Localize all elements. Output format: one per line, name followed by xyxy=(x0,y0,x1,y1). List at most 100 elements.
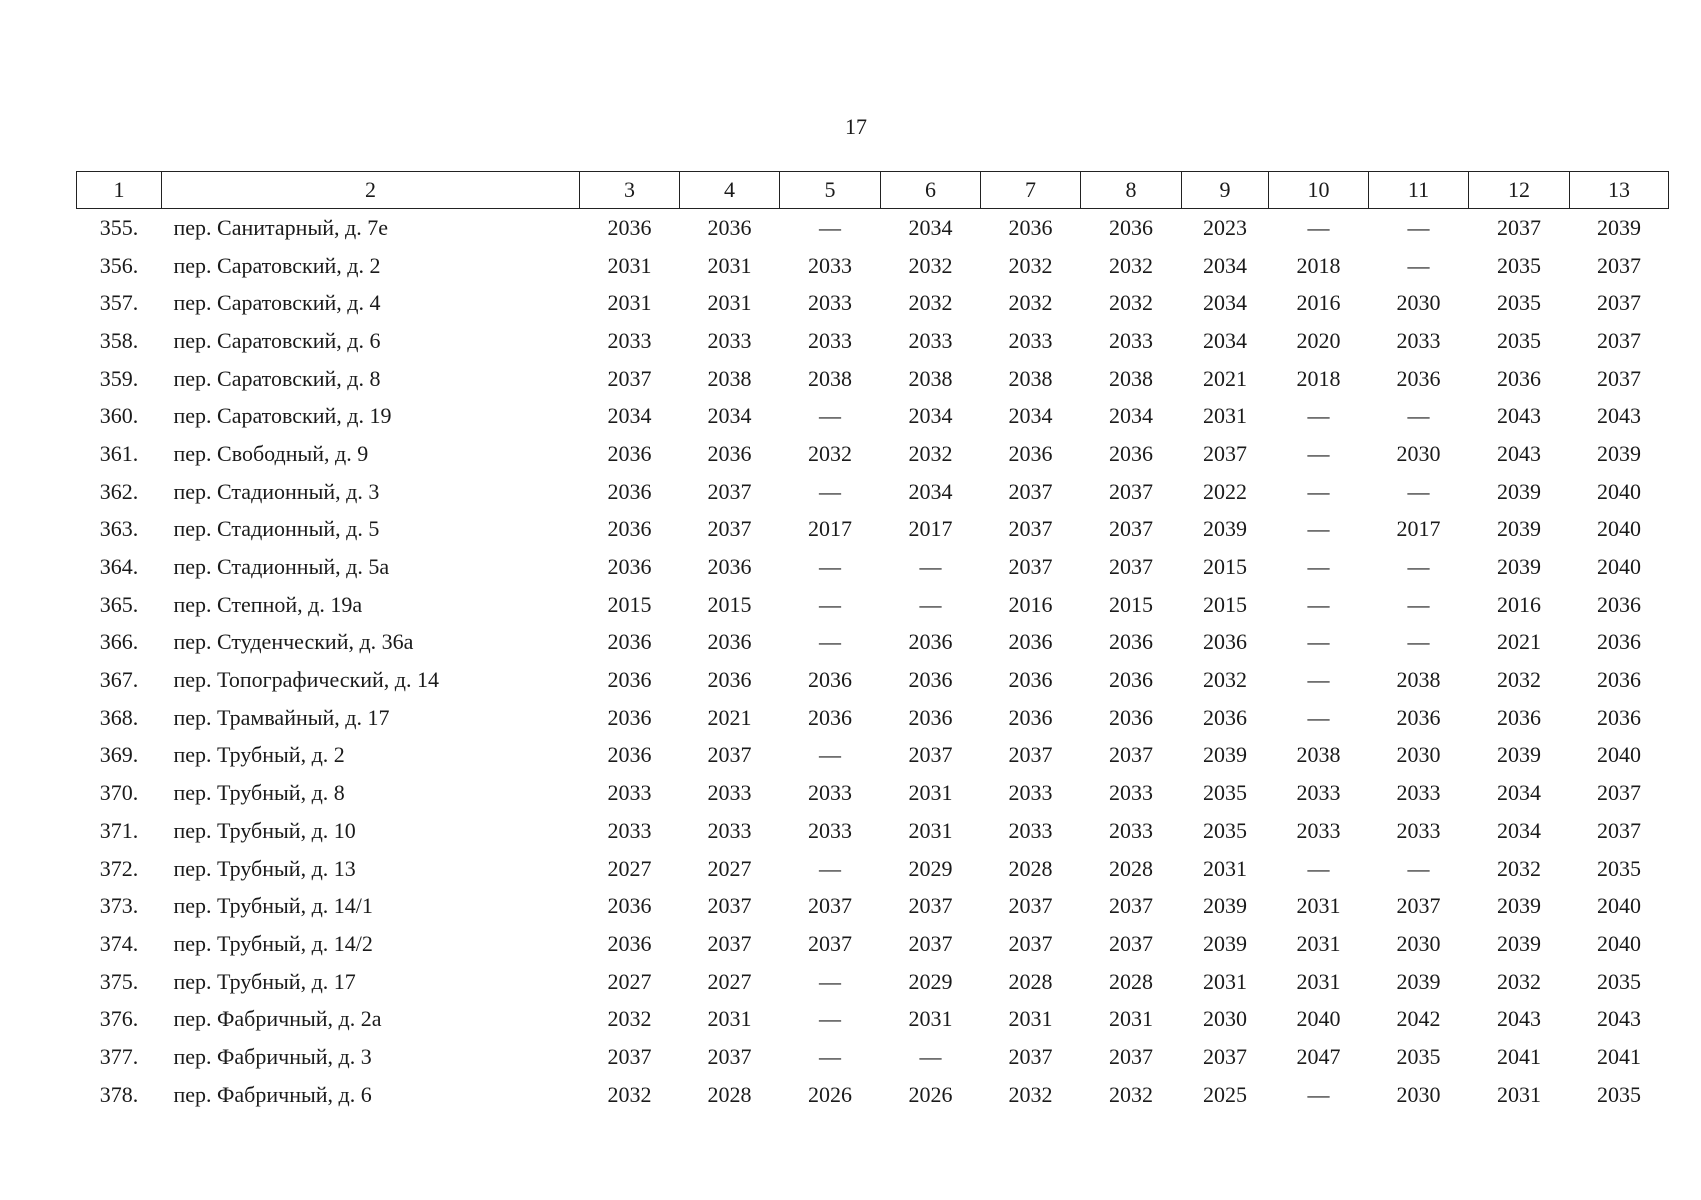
address: пер. Студенческий, д. 36а xyxy=(173,629,414,655)
year-cell: 2036 xyxy=(1497,704,1541,730)
year-cell: 2033 xyxy=(808,780,852,806)
address: пер. Саратовский, д. 4 xyxy=(173,290,381,316)
row-number: 356. xyxy=(99,252,139,278)
year-cell: 2034 xyxy=(908,478,953,504)
year-cell: 2039 xyxy=(1497,478,1541,504)
year-cell: 2037 xyxy=(707,516,752,542)
year-cell: 2032 xyxy=(1008,290,1053,316)
year-cell: 2033 xyxy=(1109,817,1153,843)
year-cell: 2040 xyxy=(1597,930,1641,956)
year-cell: 2037 xyxy=(908,742,953,768)
table-row: 367. пер. Топографический, д. 14 2036 2036 2… xyxy=(77,661,1669,699)
year-cell: 2033 xyxy=(607,780,652,806)
year-cell: 2032 xyxy=(808,440,852,466)
year-cell: — xyxy=(1407,855,1430,881)
header-cell: 5 xyxy=(779,171,881,209)
address: пер. Топографический, д. 14 xyxy=(173,667,439,693)
year-cell: 2036 xyxy=(707,440,752,466)
year-cell: 2032 xyxy=(1203,667,1247,693)
year-cell: 2037 xyxy=(707,478,752,504)
year-cell: 2040 xyxy=(1597,893,1641,919)
year-cell: 2037 xyxy=(1008,516,1053,542)
year-cell: 2040 xyxy=(1597,478,1641,504)
row-number: 357. xyxy=(99,290,139,316)
year-cell: 2036 xyxy=(707,554,752,580)
year-cell: — xyxy=(1407,478,1430,504)
row-number: 359. xyxy=(99,365,139,391)
row-number: 377. xyxy=(99,1043,139,1069)
row-number: 365. xyxy=(99,591,139,617)
data-table: 1 2 3 4 5 6 7 8 9 10 11 12 13 355. пер. Санитарный, д… xyxy=(76,171,1669,1114)
table-row: 356. пер. Саратовский, д. 2 2031 2031 2033 20… xyxy=(77,247,1669,285)
year-cell: — xyxy=(819,591,841,617)
year-cell: 2037 xyxy=(1008,742,1053,768)
year-cell: — xyxy=(819,629,841,655)
year-cell: 2030 xyxy=(1396,930,1441,956)
row-number: 372. xyxy=(99,855,139,881)
year-cell: 2028 xyxy=(707,1081,752,1107)
year-cell: 2033 xyxy=(1396,780,1441,806)
year-cell: 2034 xyxy=(1203,327,1247,353)
year-cell: 2027 xyxy=(707,968,752,994)
year-cell: 2028 xyxy=(1109,968,1153,994)
year-cell: 2036 xyxy=(607,440,652,466)
row-number: 374. xyxy=(99,930,139,956)
year-cell: 2037 xyxy=(808,893,852,919)
year-cell: 2031 xyxy=(707,1006,752,1032)
year-cell: 2039 xyxy=(1396,968,1441,994)
year-cell: 2022 xyxy=(1203,478,1247,504)
year-cell: 2028 xyxy=(1109,855,1153,881)
year-cell: 2028 xyxy=(1008,855,1053,881)
row-number: 358. xyxy=(99,327,139,353)
year-cell: 2032 xyxy=(1008,252,1053,278)
year-cell: 2040 xyxy=(1296,1006,1341,1032)
year-cell: 2036 xyxy=(1008,704,1053,730)
year-cell: 2023 xyxy=(1203,214,1247,240)
header-cell: 10 xyxy=(1268,171,1369,209)
header-cell: 2 xyxy=(161,171,580,209)
year-cell: 2017 xyxy=(1396,516,1441,542)
table-row: 358. пер. Саратовский, д. 6 2033 2033 2033 20… xyxy=(77,322,1669,360)
year-cell: 2016 xyxy=(1296,290,1341,316)
year-cell: — xyxy=(1407,591,1430,617)
year-cell: 2031 xyxy=(908,780,953,806)
table-row: 366. пер. Студенческий, д. 36а 2036 2036 — 20… xyxy=(77,624,1669,662)
year-cell: — xyxy=(1307,667,1330,693)
year-cell: 2041 xyxy=(1597,1043,1641,1069)
year-cell: 2025 xyxy=(1203,1081,1247,1107)
address: пер. Саратовский, д. 2 xyxy=(173,252,381,278)
year-cell: 2033 xyxy=(808,290,852,316)
year-cell: 2037 xyxy=(1109,742,1153,768)
year-cell: — xyxy=(1407,554,1430,580)
year-cell: 2039 xyxy=(1497,554,1541,580)
year-cell: 2031 xyxy=(707,290,752,316)
year-cell: 2021 xyxy=(707,704,752,730)
address: пер. Степной, д. 19а xyxy=(173,591,363,617)
address: пер. Трубный, д. 13 xyxy=(173,855,356,881)
table-row: 376. пер. Фабричный, д. 2а 2032 2031 — 2031 20… xyxy=(77,1000,1669,1038)
year-cell: 2031 xyxy=(607,252,652,278)
year-cell: 2036 xyxy=(1597,704,1641,730)
year-cell: 2037 xyxy=(808,930,852,956)
year-cell: — xyxy=(819,554,841,580)
table-row: 368. пер. Трамвайный, д. 17 2036 2021 2036 20… xyxy=(77,699,1669,737)
year-cell: 2036 xyxy=(1109,667,1153,693)
row-number: 373. xyxy=(99,893,139,919)
year-cell: 2038 xyxy=(1396,667,1441,693)
year-cell: 2036 xyxy=(1008,667,1053,693)
year-cell: 2032 xyxy=(908,252,953,278)
year-cell: 2037 xyxy=(707,930,752,956)
year-cell: 2037 xyxy=(1203,1043,1247,1069)
year-cell: 2036 xyxy=(1109,629,1153,655)
year-cell: 2037 xyxy=(1109,930,1153,956)
year-cell: 2039 xyxy=(1497,893,1541,919)
year-cell: — xyxy=(1407,214,1430,240)
year-cell: — xyxy=(819,855,841,881)
year-cell: 2032 xyxy=(607,1006,652,1032)
table-row: 363. пер. Стадионный, д. 5 2036 2037 2017 201… xyxy=(77,511,1669,549)
year-cell: 2037 xyxy=(1597,780,1641,806)
row-number: 363. xyxy=(99,516,139,542)
year-cell: 2033 xyxy=(1008,780,1053,806)
year-cell: — xyxy=(819,1043,841,1069)
